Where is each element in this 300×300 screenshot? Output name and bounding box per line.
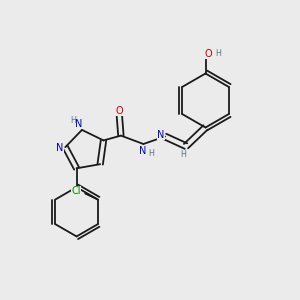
Text: H: H (70, 116, 76, 124)
Text: N: N (75, 119, 82, 129)
Text: Cl: Cl (71, 186, 81, 196)
Text: N: N (56, 143, 64, 153)
Text: N: N (157, 130, 164, 140)
Text: O: O (116, 106, 123, 116)
Text: O: O (205, 49, 212, 59)
Text: N: N (139, 146, 146, 156)
Text: H: H (215, 50, 221, 58)
Text: H: H (148, 149, 154, 158)
Text: H: H (181, 150, 187, 159)
